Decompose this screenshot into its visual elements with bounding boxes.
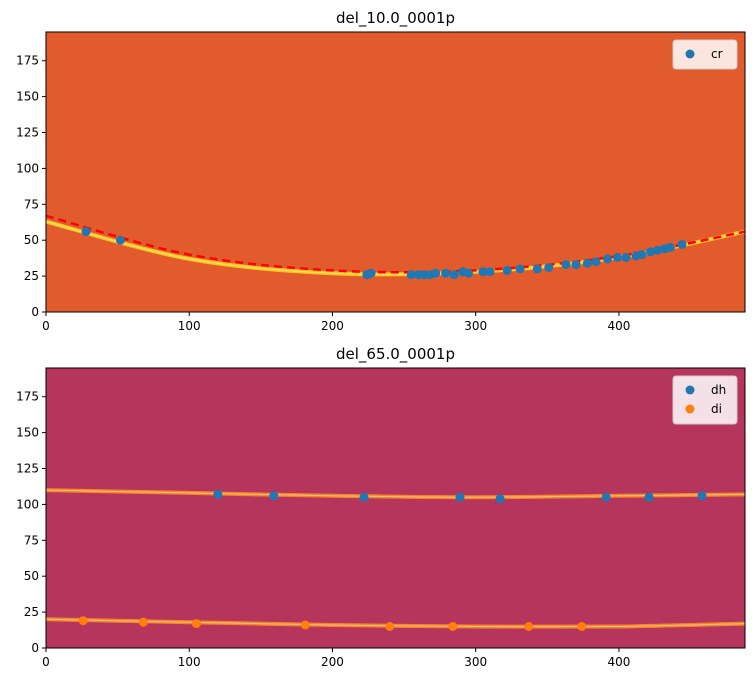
- data-point-cr: [366, 268, 376, 278]
- x-tick-label: 100: [178, 319, 201, 333]
- image-background: [46, 368, 745, 648]
- data-point-di: [448, 622, 458, 631]
- data-point-dh: [455, 492, 465, 502]
- plot-area: [46, 488, 745, 631]
- y-tick-label: 150: [16, 90, 39, 104]
- data-point-cr: [81, 227, 91, 237]
- y-tick-label: 175: [16, 54, 39, 68]
- image-background: [46, 32, 745, 312]
- legend: cr: [672, 39, 738, 70]
- y-tick-label: 75: [24, 533, 39, 547]
- y-tick-label: 125: [16, 462, 39, 476]
- y-tick-label: 125: [16, 126, 39, 140]
- data-point-cr: [637, 250, 647, 260]
- data-point-cr: [502, 265, 512, 275]
- data-point-cr: [441, 268, 451, 278]
- chart-title: del_65.0_0001p: [336, 345, 455, 364]
- data-point-cr: [591, 257, 601, 267]
- y-tick-label: 0: [31, 305, 39, 319]
- legend-label: dh: [711, 383, 726, 397]
- diffraction-ring-core: [46, 618, 745, 628]
- data-point-cr: [653, 245, 663, 255]
- chart-title: del_10.0_0001p: [336, 9, 455, 28]
- x-tick-label: 400: [607, 319, 630, 333]
- legend-marker-di: [685, 404, 695, 414]
- data-point-cr: [116, 235, 125, 245]
- data-point-cr: [485, 267, 495, 277]
- data-point-cr: [532, 264, 542, 274]
- data-point-cr: [449, 270, 459, 280]
- x-tick-label: 0: [42, 319, 50, 333]
- legend-label: di: [711, 402, 722, 416]
- legend-marker-cr: [685, 49, 695, 59]
- data-point-dh: [644, 492, 654, 502]
- legend-label: cr: [711, 47, 723, 61]
- data-point-cr: [613, 252, 622, 262]
- y-tick-label: 25: [24, 605, 39, 619]
- data-point-di: [191, 619, 201, 629]
- data-point-dh: [213, 489, 223, 499]
- data-point-cr: [666, 242, 675, 252]
- y-tick-label: 25: [24, 269, 39, 283]
- data-point-di: [577, 622, 587, 631]
- data-point-cr: [582, 258, 592, 268]
- y-tick-label: 100: [16, 161, 39, 175]
- data-point-di: [524, 622, 534, 631]
- data-point-di: [385, 622, 395, 631]
- data-point-dh: [495, 494, 505, 504]
- y-tick-label: 50: [24, 233, 39, 247]
- y-tick-label: 175: [16, 390, 39, 404]
- plot-area: [46, 214, 745, 280]
- x-tick-label: 400: [607, 655, 630, 669]
- data-point-cr: [544, 263, 554, 272]
- x-tick-label: 200: [321, 655, 344, 669]
- x-tick-label: 100: [178, 655, 201, 669]
- y-tick-label: 50: [24, 569, 39, 583]
- y-tick-label: 0: [31, 641, 39, 655]
- panel-1: 0 100 200 300 400 0 25 50 75 100 125 150 175 del_10.0…: [16, 9, 746, 333]
- x-tick-label: 300: [464, 319, 487, 333]
- data-point-dh: [359, 492, 369, 502]
- y-tick-label: 75: [24, 197, 39, 211]
- legend: dh di: [672, 375, 738, 425]
- data-point-cr: [603, 254, 612, 264]
- data-point-di: [78, 616, 88, 626]
- data-point-cr: [515, 264, 525, 274]
- y-tick-label: 100: [16, 497, 39, 511]
- x-tick-label: 200: [321, 319, 344, 333]
- x-tick-label: 0: [42, 655, 50, 669]
- data-point-cr: [464, 268, 474, 278]
- data-point-cr: [677, 240, 687, 249]
- legend-box: [672, 39, 738, 70]
- legend-marker-dh: [685, 385, 695, 395]
- y-tick-label: 150: [16, 426, 39, 440]
- data-point-cr: [646, 247, 655, 257]
- axes-frame: [45, 31, 746, 313]
- data-point-dh: [601, 492, 611, 502]
- data-point-dh: [269, 491, 279, 501]
- data-point-cr: [621, 252, 631, 262]
- data-point-di: [300, 620, 310, 630]
- data-point-cr: [406, 270, 416, 280]
- axes-frame: [45, 367, 746, 649]
- data-point-cr: [431, 268, 441, 278]
- legend-box: [672, 375, 738, 425]
- x-tick-label: 300: [464, 655, 487, 669]
- data-point-di: [138, 617, 148, 627]
- data-point-cr: [478, 267, 488, 277]
- data-point-cr: [561, 260, 571, 270]
- data-point-dh: [697, 491, 707, 501]
- diffraction-ring-core: [46, 489, 745, 498]
- data-point-cr: [571, 260, 581, 270]
- panel-2: 0 100 200 300 400 0 25 50 75 100 125 150 175 del_65.0…: [16, 345, 746, 669]
